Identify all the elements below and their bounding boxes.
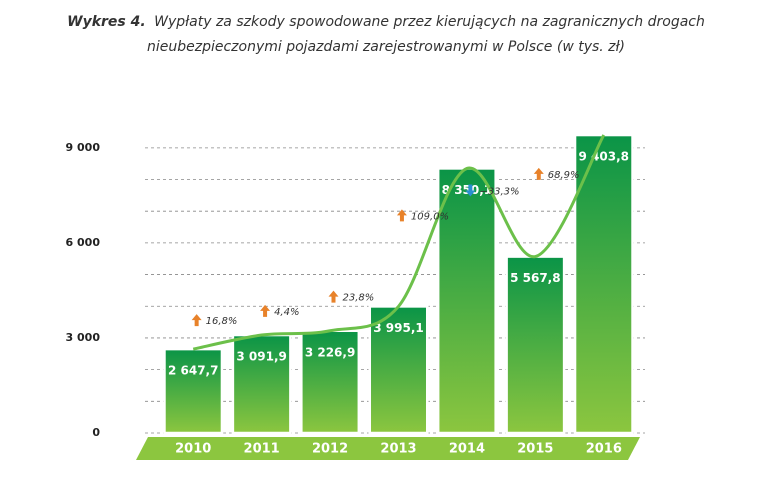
x-tick-label: 2016 [586,442,622,457]
y-tick-label: 0 [92,426,100,439]
x-tick-label: 2012 [312,442,348,457]
y-tick-label: 3 000 [66,331,101,344]
change-arrow [465,184,476,197]
change-label: 23,8% [343,293,375,304]
change-arrow [533,167,544,180]
change-arrow [328,290,339,303]
bar [436,167,497,435]
value-label: 8 350,1 [442,183,492,197]
change-label: 16,8% [206,316,238,327]
change-arrow [396,209,407,222]
y-tick-label: 6 000 [66,236,101,249]
bar [505,255,566,435]
bar [300,329,361,435]
bar [163,347,224,435]
x-tick-label: 2015 [517,442,553,457]
change-arrow [260,304,271,317]
trend-line [192,134,606,351]
category-band [136,437,640,460]
change-label: 68,9% [548,170,580,181]
change-label: 4,4% [274,307,299,318]
y-tick-label: 9 000 [66,141,101,154]
value-label: 5 567,8 [510,271,560,285]
change-label: −33,3% [479,187,519,198]
value-label: 9 403,8 [579,150,629,164]
chart-title: Wykres 4. Wypłaty za szkody spowodowane … [67,14,705,30]
title-prefix: Wykres 4. [67,14,146,30]
x-tick-label: 2013 [380,442,416,457]
x-tick-label: 2011 [244,442,280,457]
value-label: 3 995,1 [373,321,423,335]
bar [231,333,292,435]
value-label: 2 647,7 [168,364,218,378]
value-label: 3 226,9 [305,345,355,359]
title-line: nieubezpieczonymi pojazdami zarejestrowa… [147,39,625,55]
change-label: 109,0% [411,211,449,222]
x-tick-label: 2010 [175,442,211,457]
x-tick-label: 2014 [449,442,485,457]
value-label: 3 091,9 [236,350,286,364]
bar [573,133,634,435]
change-arrow [191,314,202,327]
title-line: Wypłaty za szkody spowodowane przez kier… [154,14,705,30]
